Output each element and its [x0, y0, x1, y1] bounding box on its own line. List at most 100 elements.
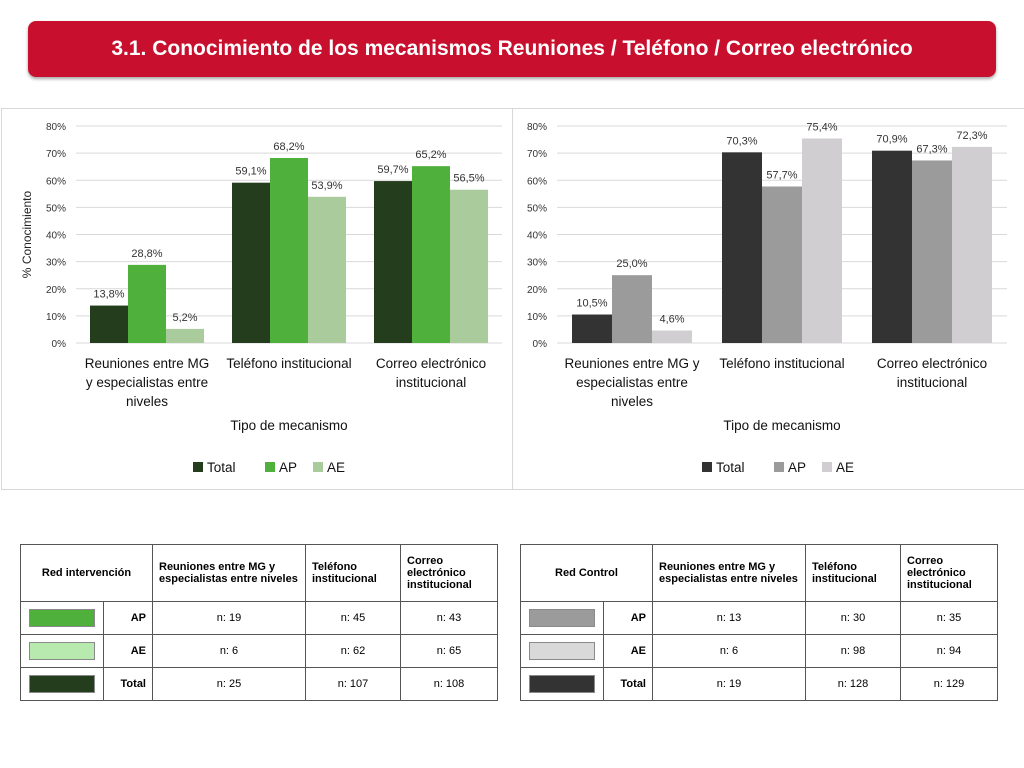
color-swatch-cell	[20, 667, 104, 701]
bar-ae	[952, 146, 992, 343]
table-cell: n: 129	[900, 667, 998, 701]
col-header-telefono: Teléfono institucional	[305, 544, 401, 602]
y-tick-label: 60%	[46, 176, 66, 187]
table-corner-label: Red Control	[520, 544, 653, 602]
col-header-telefono: Teléfono institucional	[805, 544, 901, 602]
legend-label: AE	[836, 460, 854, 475]
data-label: 65,2%	[415, 149, 446, 161]
row-label: AE	[603, 634, 653, 668]
table-header-row: Red Control Reuniones entre MG y especia…	[520, 544, 998, 602]
table-corner-label: Red intervención	[20, 544, 153, 602]
bar-total	[572, 314, 612, 343]
color-swatch-total	[529, 675, 595, 693]
sample-size-table-control: Red Control Reuniones entre MG y especia…	[520, 544, 998, 701]
col-header-correo: Correo electrónico institucional	[900, 544, 998, 602]
color-swatch-ap	[529, 609, 595, 627]
table-cell: n: 45	[305, 601, 401, 635]
table-cell: n: 43	[400, 601, 498, 635]
y-tick-label: 80%	[527, 122, 547, 133]
bar-total	[722, 152, 762, 343]
row-label: AP	[103, 601, 153, 635]
data-label: 72,3%	[956, 130, 987, 142]
bar-total	[374, 181, 412, 343]
table-row: AE n: 6 n: 98 n: 94	[520, 634, 998, 668]
y-tick-label: 40%	[46, 231, 66, 242]
y-tick-label: 70%	[527, 149, 547, 160]
category-label: Correo electrónico	[376, 356, 486, 371]
data-label: 59,7%	[377, 164, 408, 176]
bar-ap	[412, 166, 450, 343]
y-tick-label: 50%	[46, 203, 66, 214]
bar-ap	[612, 275, 652, 343]
category-label: niveles	[611, 394, 653, 409]
table-row: Total n: 19 n: 128 n: 129	[520, 667, 998, 701]
data-label: 28,8%	[131, 248, 162, 260]
color-swatch-cell	[520, 667, 604, 701]
y-tick-label: 10%	[46, 312, 66, 323]
color-swatch-total	[29, 675, 95, 693]
table-cell: n: 25	[152, 667, 306, 701]
data-label: 10,5%	[576, 298, 607, 310]
data-label: 13,8%	[93, 289, 124, 301]
table-row: AE n: 6 n: 62 n: 65	[20, 634, 498, 668]
data-label: 57,7%	[766, 169, 797, 181]
legend-swatch	[702, 462, 712, 472]
table-row: Total n: 25 n: 107 n: 108	[20, 667, 498, 701]
row-label: AP	[603, 601, 653, 635]
category-label: Teléfono institucional	[226, 356, 351, 371]
data-label: 75,4%	[806, 121, 837, 133]
table-cell: n: 107	[305, 667, 401, 701]
data-label: 67,3%	[916, 143, 947, 155]
y-tick-label: 0%	[52, 339, 67, 350]
bar-ae	[802, 138, 842, 343]
row-label: Total	[603, 667, 653, 701]
color-swatch-ae	[529, 642, 595, 660]
y-tick-label: 40%	[527, 231, 547, 242]
y-tick-label: 30%	[527, 258, 547, 269]
category-label: especialistas entre	[576, 375, 688, 390]
category-label: Teléfono institucional	[719, 356, 844, 371]
bar-total	[90, 305, 128, 343]
bar-ap	[128, 264, 166, 343]
data-label: 70,9%	[876, 134, 907, 146]
chart-panel-intervention: 0% 10% 20% 30% 40% 50% 60% 70% 80% % Conocimiento…	[1, 108, 513, 490]
y-tick-label: 50%	[527, 203, 547, 214]
y-tick-label: 10%	[527, 312, 547, 323]
bar-ap	[270, 158, 308, 343]
bar-ae	[450, 189, 488, 343]
legend-swatch	[265, 462, 275, 472]
bar-chart-control: 0% 10% 20% 30% 40% 50% 60% 70% 80% 10,5% 25,0% 4,6%…	[527, 121, 1007, 475]
data-label: 70,3%	[726, 135, 757, 147]
data-label: 25,0%	[616, 258, 647, 270]
col-header-reuniones: Reuniones entre MG y especialistas entre…	[652, 544, 806, 602]
color-swatch-cell	[20, 634, 104, 668]
legend-label: AP	[279, 460, 297, 475]
bar-ap	[912, 160, 952, 343]
table-row: AP n: 13 n: 30 n: 35	[520, 601, 998, 635]
x-axis-title: Tipo de mecanismo	[723, 418, 840, 433]
y-tick-label: 20%	[527, 285, 547, 296]
category-label: Reuniones entre MG	[85, 356, 210, 371]
legend-label: Total	[716, 460, 745, 475]
col-header-correo: Correo electrónico institucional	[400, 544, 498, 602]
data-label: 68,2%	[273, 141, 304, 153]
color-swatch-ae	[29, 642, 95, 660]
category-label: Reuniones entre MG y	[564, 356, 699, 371]
y-tick-label: 30%	[46, 258, 66, 269]
category-label: institucional	[396, 375, 467, 390]
legend-label: AP	[788, 460, 806, 475]
bar-ae	[166, 328, 204, 343]
chart-panel-control: 0% 10% 20% 30% 40% 50% 60% 70% 80% 10,5% 25,0% 4,6%…	[512, 108, 1024, 490]
y-tick-label: 0%	[533, 339, 548, 350]
category-label: institucional	[897, 375, 968, 390]
bar-total	[232, 182, 270, 343]
y-tick-label: 70%	[46, 149, 66, 160]
data-label: 4,6%	[659, 314, 684, 326]
category-label: niveles	[126, 394, 168, 409]
table-header-row: Red intervención Reuniones entre MG y es…	[20, 544, 498, 602]
legend-swatch	[774, 462, 784, 472]
legend-swatch	[822, 462, 832, 472]
color-swatch-cell	[520, 601, 604, 635]
legend-label: Total	[207, 460, 236, 475]
legend-swatch	[193, 462, 203, 472]
